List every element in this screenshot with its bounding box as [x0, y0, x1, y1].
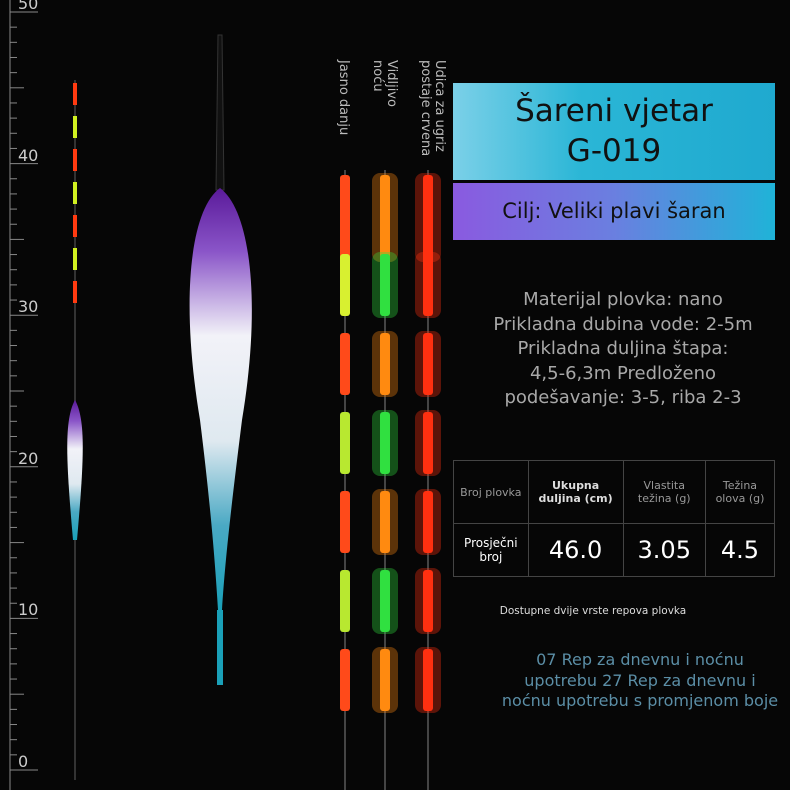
- small-tail-segment: [73, 83, 77, 105]
- tails: [340, 170, 441, 790]
- table-cell: 3.05: [622, 523, 706, 577]
- ruler-ticks: [10, 11, 38, 771]
- small-tail-segment: [73, 182, 77, 204]
- tail-label-line: noću: [370, 60, 385, 92]
- ruler-label: 50: [18, 0, 39, 13]
- tail-segment: [340, 175, 350, 260]
- subtitle: Cilj: Veliki plavi šaran: [453, 183, 775, 240]
- tail-segment: [340, 570, 350, 632]
- description-line: Materijal plovka: nano: [523, 289, 723, 310]
- tail-label-line: Vidljivo: [384, 60, 399, 107]
- small-float-body: [67, 400, 83, 540]
- small-float-tail: [73, 83, 77, 303]
- small-tail-segment: [73, 149, 77, 171]
- spec-table: Broj plovka Ukupna duljina (cm) Vlastita t…: [453, 460, 776, 577]
- note-line: noćnu upotrebu s promjenom boje: [501, 691, 779, 710]
- tail-segment: [423, 649, 433, 711]
- description-line: 4,5-6,3m Predloženo: [529, 362, 716, 384]
- tail-segment: [340, 491, 350, 553]
- ruler-label: 10: [18, 600, 39, 620]
- float-stem: [215, 34, 225, 191]
- description-line: Prikladna dubina vode: 2-5m: [493, 313, 753, 335]
- table-header-cell: Težina olova (g): [704, 460, 776, 524]
- description: Materijal plovka: nano Prikladna dubina v…: [453, 288, 790, 411]
- table-cell: 46.0: [527, 523, 624, 577]
- small-tail-segment: [73, 215, 77, 237]
- note-small: Dostupne dvije vrste repova plovka: [499, 605, 687, 617]
- tail-segment: [423, 570, 433, 632]
- tail-segment: [380, 491, 390, 553]
- title-line: G-019: [566, 133, 662, 169]
- table-cell: Prosječni broj: [453, 523, 529, 577]
- tail-segment: [340, 254, 350, 316]
- tail-label: Vidljivo noću: [370, 60, 399, 107]
- tail-segment: [380, 570, 390, 632]
- tail-label-line: Jasno danju: [336, 60, 351, 136]
- float-body: [189, 188, 252, 610]
- tail-segment: [423, 412, 433, 474]
- ruler-label: 20: [18, 448, 39, 468]
- tail-label-line: postaje crvena: [418, 60, 433, 157]
- table-header-cell: Broj plovka: [453, 460, 529, 524]
- ruler-label: 0: [18, 752, 29, 771]
- tail-segment: [380, 254, 390, 316]
- tail-label: Udica za ugriz postaje crvena: [418, 60, 447, 157]
- ruler-label: 40: [18, 145, 39, 165]
- table-header-cell: Vlastita težina (g): [622, 460, 706, 524]
- description-line: podešavanje: 3-5, riba 2-3: [504, 387, 742, 408]
- small-tail-segment: [73, 116, 77, 138]
- ruler-label: 30: [18, 297, 39, 317]
- description-line: Prikladna duljina štapa:: [517, 338, 729, 359]
- note-line: 07 Rep za dnevnu i noćnu: [536, 650, 744, 669]
- tail-label-line: Udica za ugriz: [432, 60, 447, 152]
- tail-segment: [423, 333, 433, 395]
- tail-segment: [423, 491, 433, 553]
- title-box: Šareni vjetar G-019: [453, 83, 775, 180]
- tail-segment: [340, 333, 350, 395]
- tail-segment: [340, 649, 350, 711]
- note-line: upotrebu 27 Rep za dnevnu i: [524, 670, 756, 690]
- tail-segment: [380, 175, 390, 260]
- tail-segment: [380, 412, 390, 474]
- notes: 07 Rep za dnevnu i noćnu upotrebu 27 Rep …: [490, 650, 790, 712]
- tail-segment: [423, 254, 433, 316]
- tail-label: Jasno danju: [336, 60, 351, 136]
- float-tail: [217, 610, 223, 685]
- table-cell: 4.5: [704, 523, 776, 577]
- tail-segment: [423, 175, 433, 260]
- table-row: Prosječni broj 46.0 3.05 4.5: [453, 523, 776, 577]
- title-line: Šareni vjetar: [515, 93, 713, 129]
- tail-segment: [340, 412, 350, 474]
- small-tail-segment: [73, 281, 77, 303]
- tail-segment: [380, 649, 390, 711]
- small-tail-segment: [73, 248, 77, 270]
- tail-segment: [380, 333, 390, 395]
- table-header: Broj plovka Ukupna duljina (cm) Vlastita t…: [453, 460, 776, 524]
- table-header-cell: Ukupna duljina (cm): [527, 460, 624, 524]
